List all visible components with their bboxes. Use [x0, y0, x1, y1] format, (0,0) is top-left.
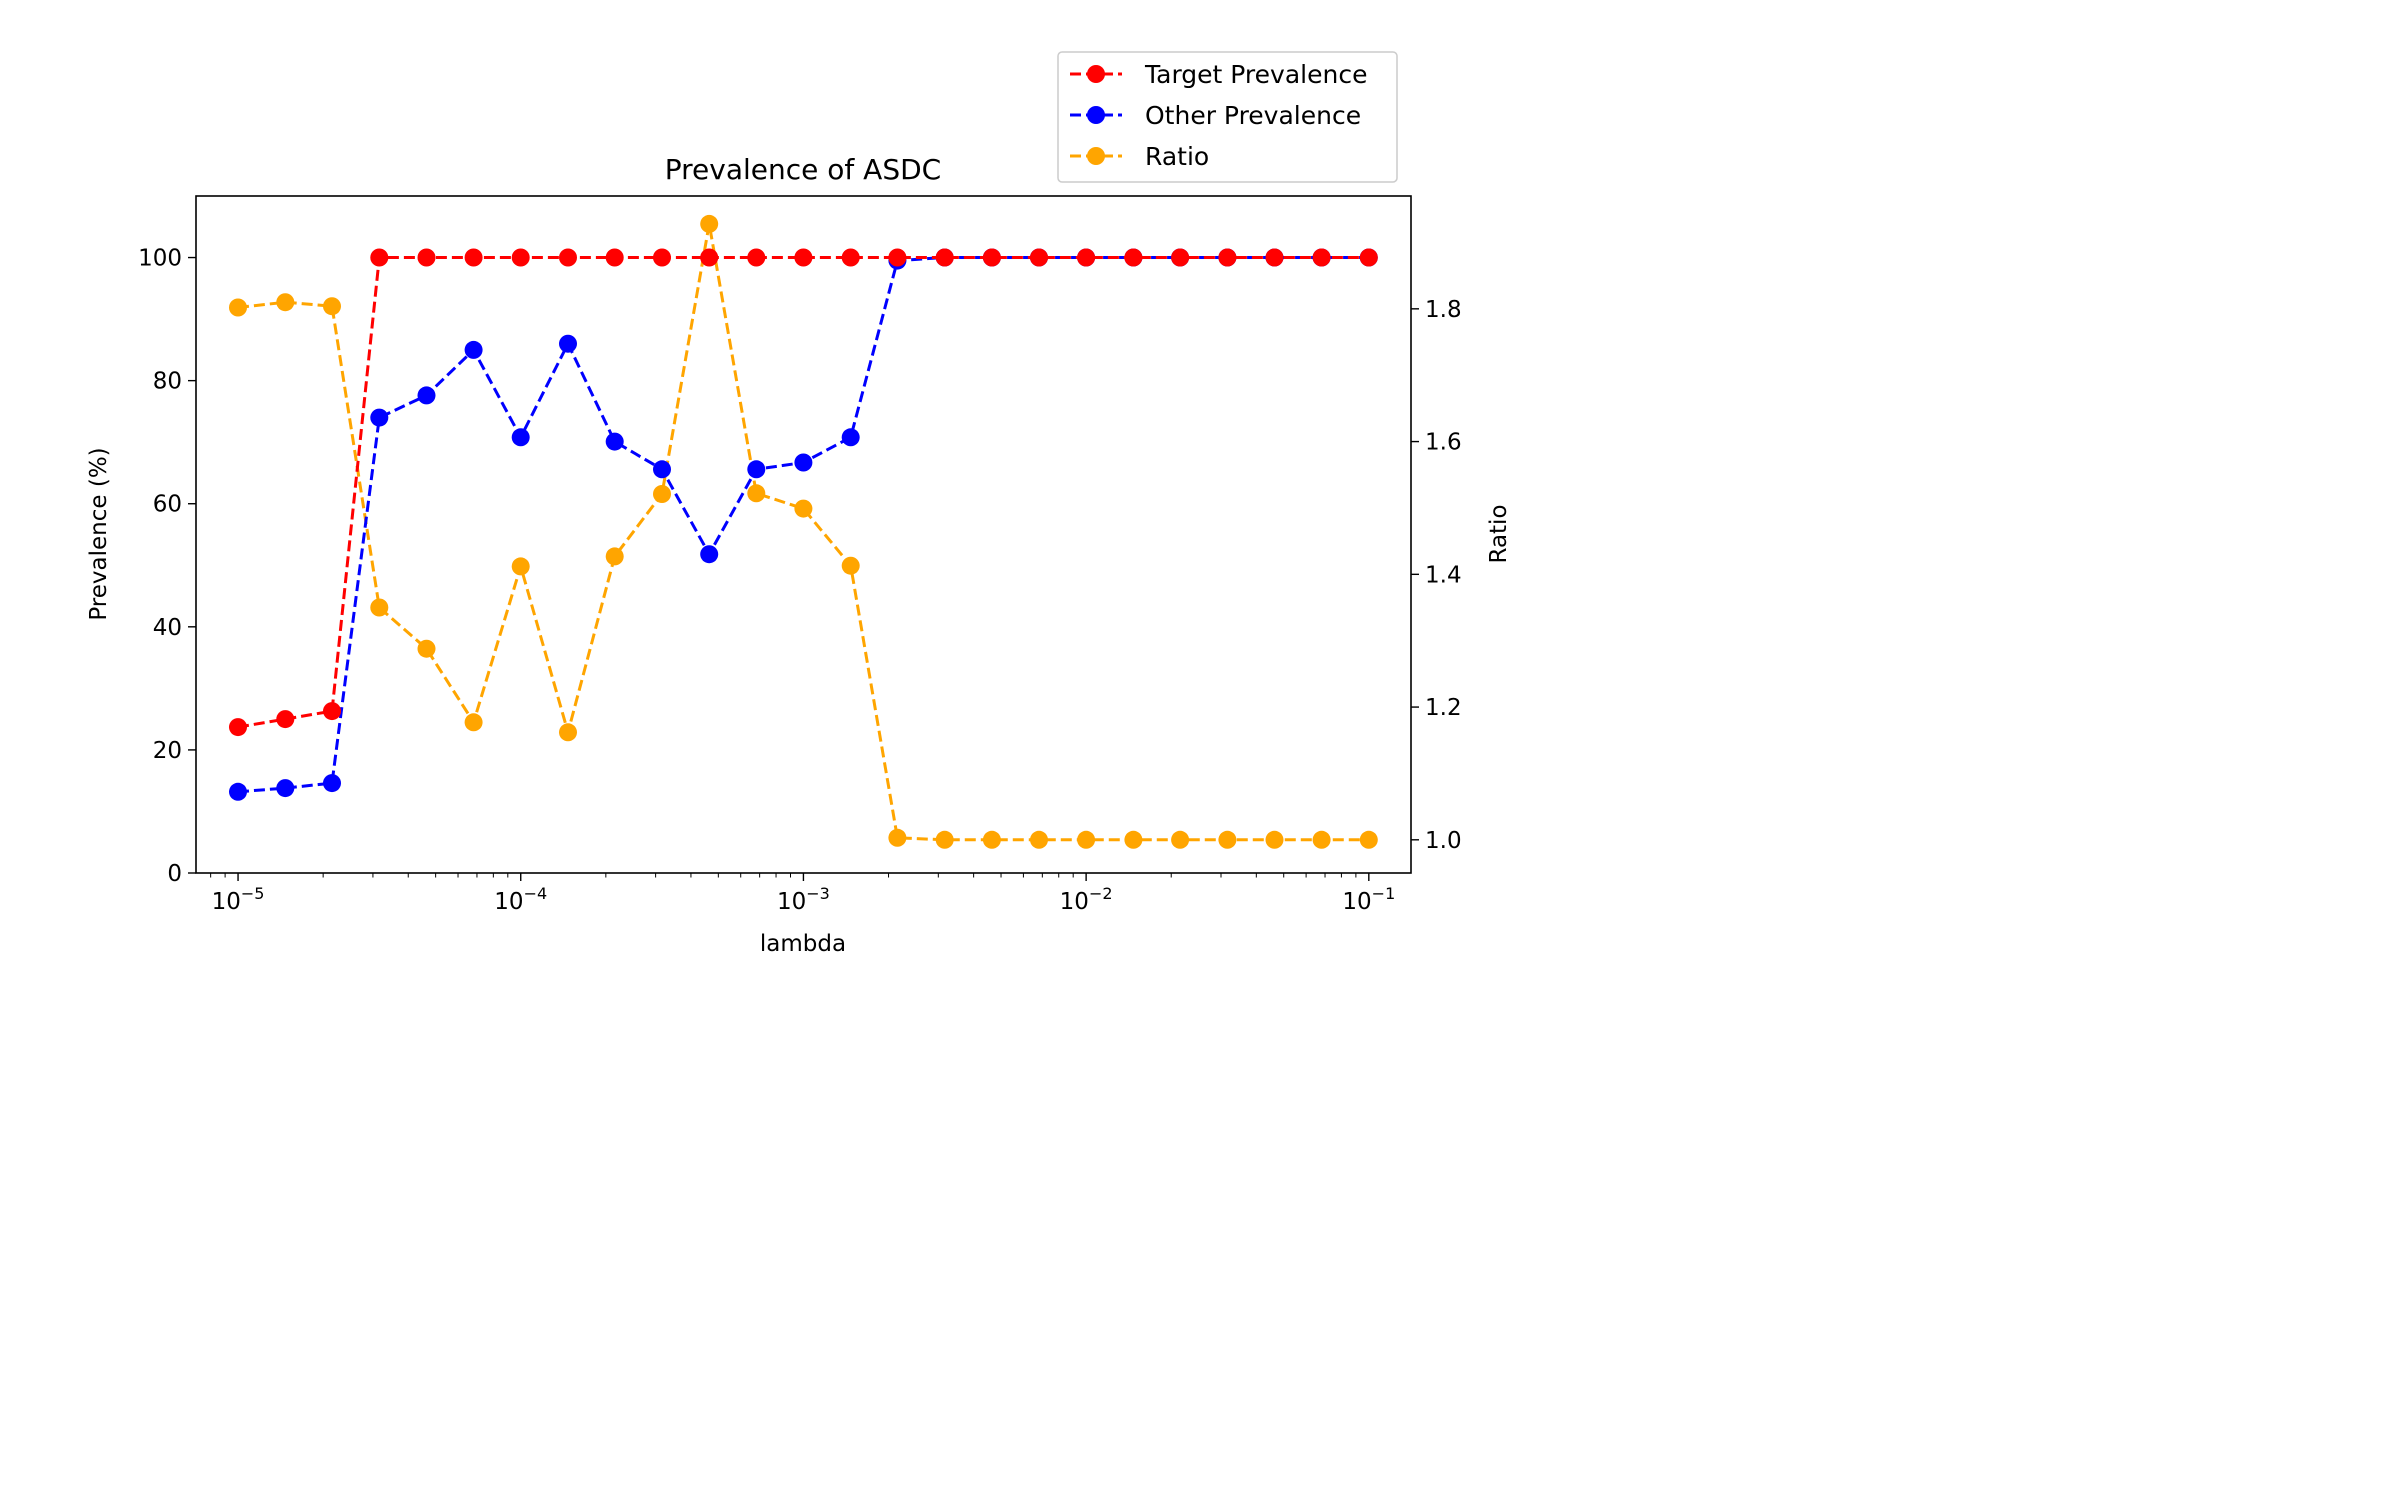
point-target-prevalence — [653, 248, 671, 267]
point-target-prevalence — [559, 248, 577, 267]
point-target-prevalence — [605, 248, 624, 267]
point-target-prevalence — [935, 248, 954, 267]
legend-label-other-prevalence: Other Prevalence — [1145, 101, 1361, 130]
point-ratio — [1265, 830, 1284, 849]
point-ratio — [1359, 830, 1378, 849]
point-other-prevalence — [653, 460, 671, 479]
y-tick-label: 60 — [153, 492, 182, 518]
point-other-prevalence — [700, 545, 719, 564]
y-tick-label: 20 — [153, 738, 182, 764]
point-ratio — [1218, 830, 1237, 849]
y-tick-label: 40 — [153, 615, 182, 641]
legend-marker-ratio — [1087, 147, 1105, 165]
y2-tick-label: 1.0 — [1425, 828, 1462, 854]
point-ratio — [511, 557, 530, 576]
y2-tick-label: 1.2 — [1425, 695, 1462, 721]
y-axis-label: Prevalence (%) — [86, 447, 112, 620]
point-target-prevalence — [747, 248, 766, 267]
legend-label-ratio: Ratio — [1145, 142, 1209, 171]
point-other-prevalence — [559, 334, 577, 353]
point-target-prevalence — [276, 710, 295, 729]
point-other-prevalence — [794, 453, 813, 472]
point-ratio — [229, 298, 247, 317]
point-ratio — [464, 713, 483, 732]
y2-tick-label: 1.6 — [1425, 430, 1462, 456]
point-target-prevalence — [229, 718, 247, 737]
point-target-prevalence — [370, 248, 389, 267]
point-target-prevalence — [888, 248, 907, 267]
point-ratio — [653, 485, 671, 503]
y-tick-label: 100 — [138, 246, 182, 272]
point-target-prevalence — [464, 248, 483, 267]
y2-tick-label: 1.4 — [1425, 562, 1462, 588]
point-target-prevalence — [700, 248, 719, 267]
x-tick-label: 10−3 — [777, 884, 830, 915]
point-ratio — [559, 723, 577, 742]
point-other-prevalence — [464, 340, 483, 359]
point-target-prevalence — [794, 248, 813, 267]
point-ratio — [794, 499, 813, 518]
point-ratio — [323, 297, 341, 316]
point-ratio — [888, 828, 907, 847]
series-ratio — [229, 214, 1378, 849]
point-ratio — [982, 830, 1001, 849]
point-target-prevalence — [1359, 248, 1378, 267]
point-target-prevalence — [1030, 248, 1048, 267]
point-other-prevalence — [276, 779, 295, 798]
point-ratio — [935, 830, 954, 849]
legend-label-target-prevalence: Target Prevalence — [1144, 60, 1367, 89]
point-ratio — [1030, 830, 1048, 849]
point-ratio — [1124, 830, 1143, 849]
point-other-prevalence — [511, 428, 530, 447]
point-target-prevalence — [1218, 248, 1237, 267]
x-tick-label: 10−4 — [494, 884, 547, 915]
x-axis-label: lambda — [760, 931, 846, 957]
point-ratio — [700, 214, 719, 233]
point-target-prevalence — [1124, 248, 1143, 267]
chart: Prevalence of ASDC 10−5 10−4 10−3 10−2 10−1 0… — [0, 0, 1546, 965]
y2-axis-label: Ratio — [1486, 504, 1512, 563]
point-ratio — [370, 598, 389, 617]
y-tick-label: 80 — [153, 369, 182, 395]
point-ratio — [417, 639, 436, 658]
point-ratio — [1077, 830, 1096, 849]
x-tick-label: 10−5 — [212, 884, 265, 915]
plot-frame — [195, 195, 1412, 874]
point-other-prevalence — [370, 408, 389, 427]
point-other-prevalence — [417, 386, 436, 405]
point-target-prevalence — [982, 248, 1001, 267]
y2-tick-label: 1.8 — [1425, 297, 1462, 323]
point-ratio — [605, 547, 624, 566]
series-layer — [229, 214, 1378, 849]
point-target-prevalence — [841, 248, 860, 267]
legend-frame — [1057, 51, 1398, 183]
point-target-prevalence — [1312, 248, 1331, 267]
point-ratio — [276, 293, 295, 312]
legend-marker-other-prevalence — [1087, 106, 1105, 124]
axis-layer: 10−5 10−4 10−3 10−2 10−1 0 20 40 60 80 100 1.0 1.2 1.… — [138, 246, 1461, 915]
point-other-prevalence — [841, 428, 860, 447]
point-ratio — [841, 556, 860, 575]
point-ratio — [747, 484, 766, 503]
y-tick-label: 0 — [167, 861, 182, 887]
point-other-prevalence — [229, 782, 247, 801]
chart-title: Prevalence of ASDC — [665, 153, 941, 186]
point-ratio — [1171, 830, 1190, 849]
point-target-prevalence — [511, 248, 530, 267]
point-target-prevalence — [417, 248, 436, 267]
point-target-prevalence — [1077, 248, 1096, 267]
x-tick-label: 10−2 — [1060, 884, 1113, 915]
legend: Target Prevalence Other Prevalence Ratio — [1057, 51, 1398, 183]
point-other-prevalence — [323, 774, 341, 793]
legend-marker-target-prevalence — [1087, 65, 1105, 83]
point-other-prevalence — [605, 432, 624, 451]
point-other-prevalence — [747, 460, 766, 479]
series-target-prevalence — [229, 248, 1378, 737]
x-tick-label: 10−1 — [1342, 884, 1395, 915]
point-ratio — [1312, 830, 1331, 849]
point-target-prevalence — [1171, 248, 1190, 267]
point-target-prevalence — [323, 702, 341, 721]
point-target-prevalence — [1265, 248, 1284, 267]
